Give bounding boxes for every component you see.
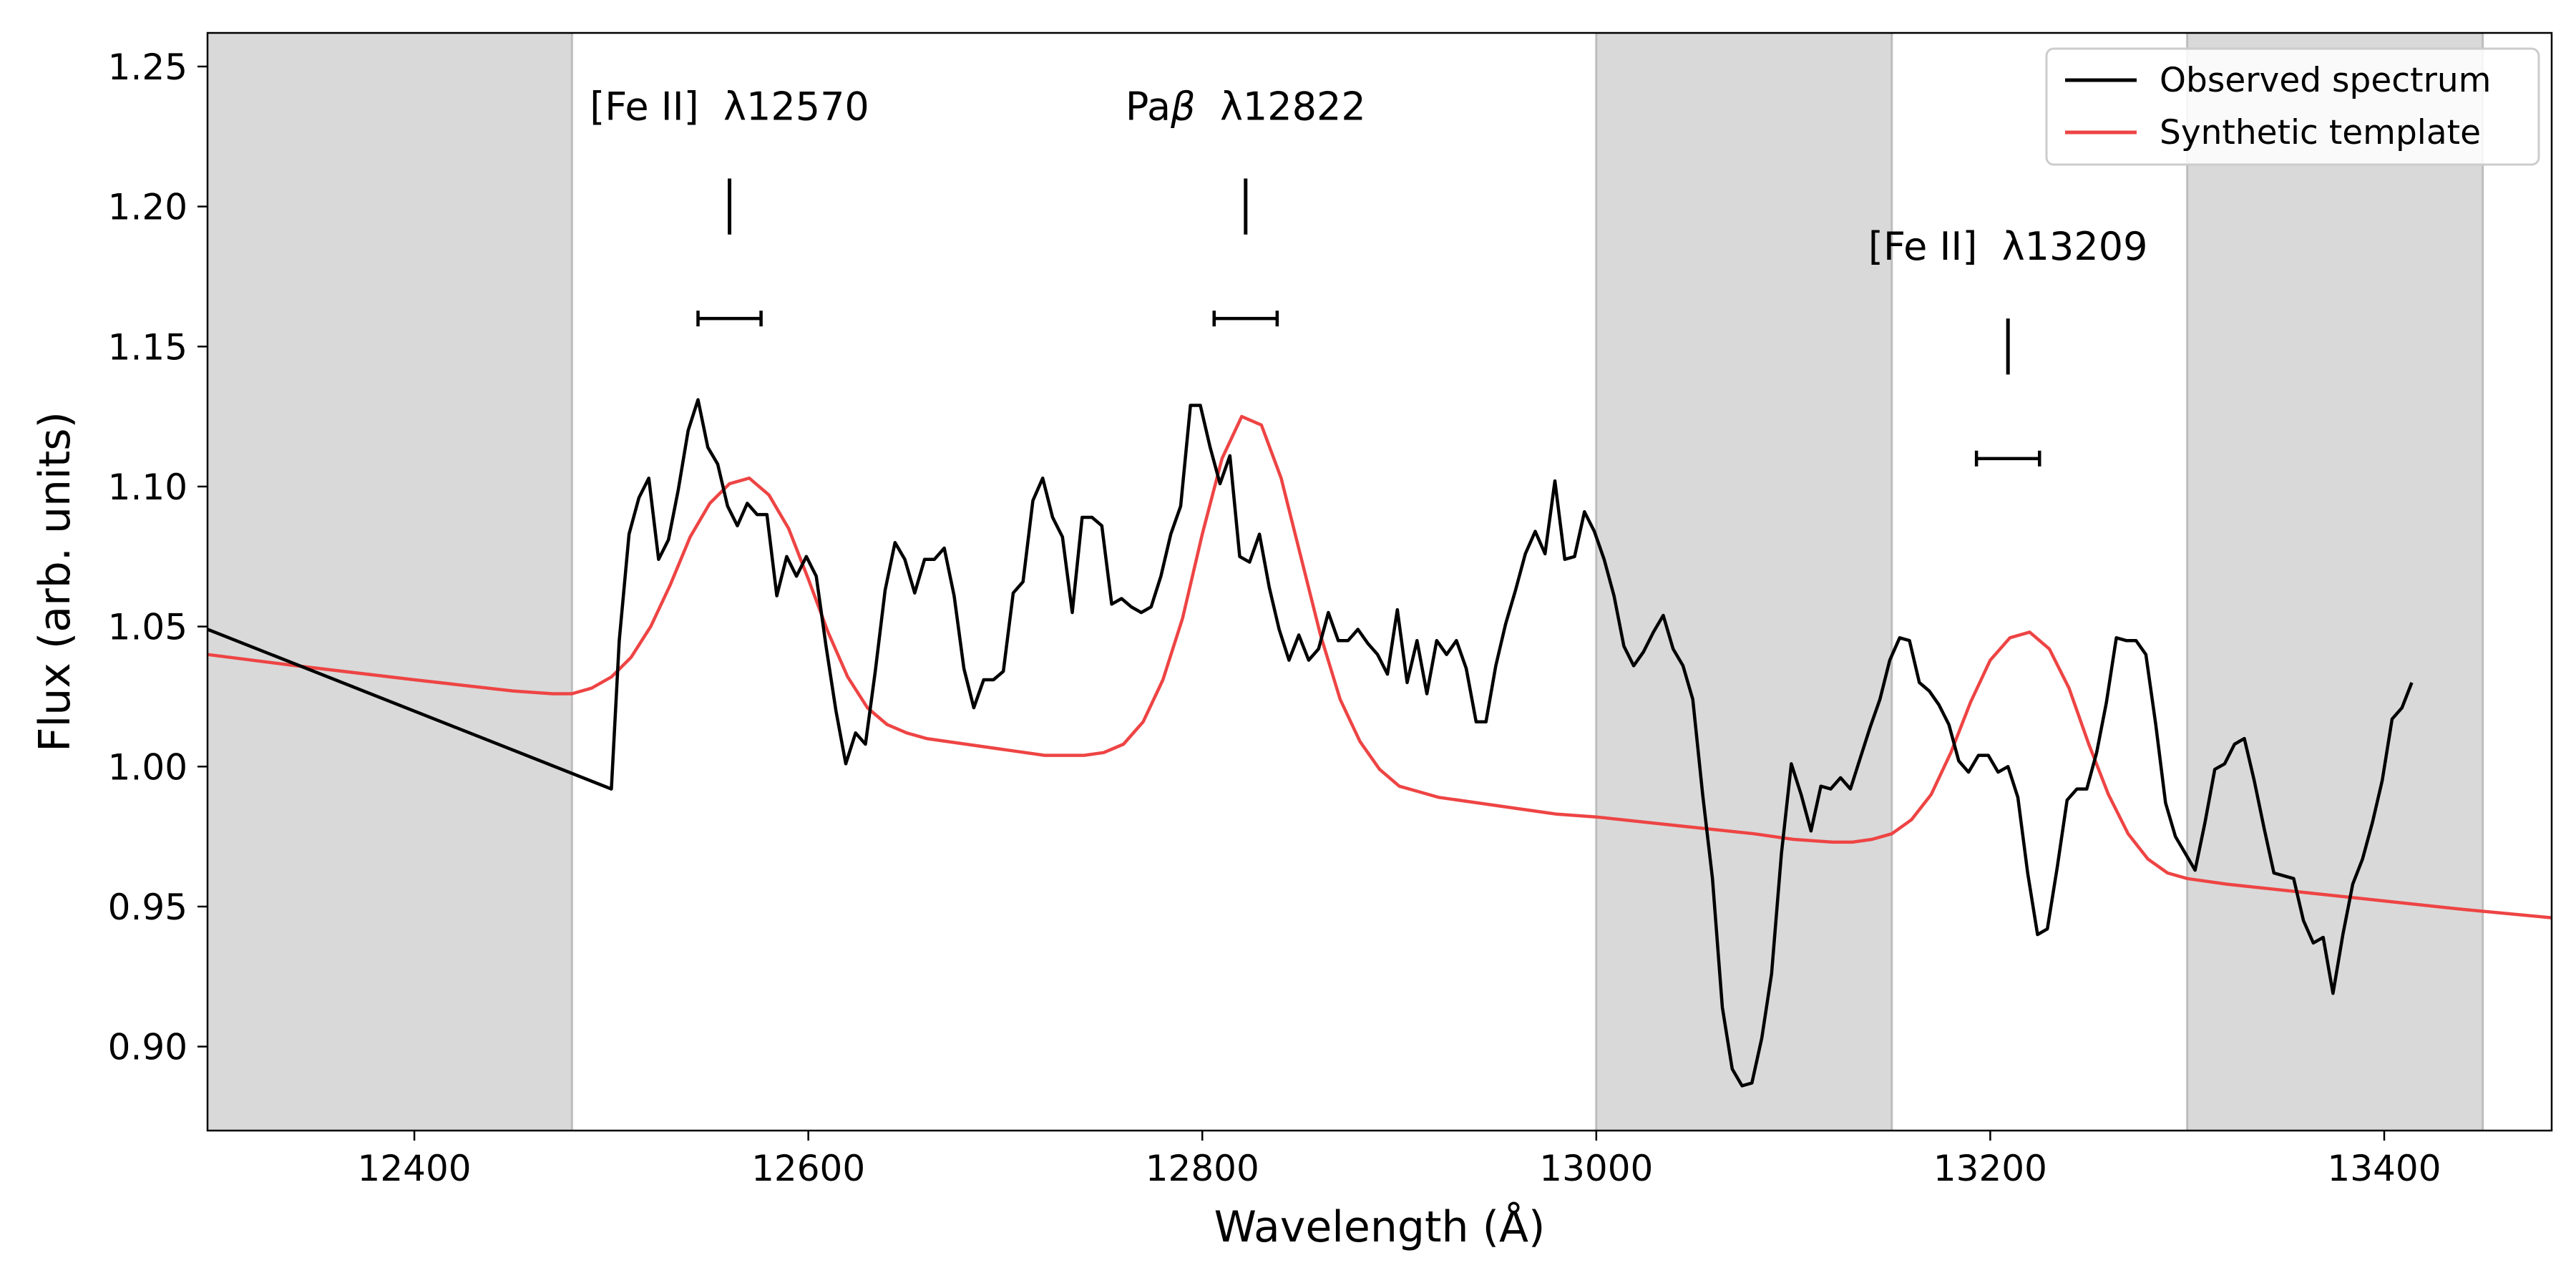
y-axis-title: Flux (arb. units) xyxy=(30,411,80,752)
y-tick-label-0.90: 0.90 xyxy=(108,1027,187,1068)
y-tick-label-1.20: 1.20 xyxy=(108,187,187,228)
x-tick-label-13400: 13400 xyxy=(2327,1148,2441,1189)
shaded-region-1 xyxy=(208,33,572,1131)
shaded-region-2 xyxy=(1596,33,1892,1131)
y-tick-label-1.05: 1.05 xyxy=(108,607,187,648)
annotation-3-label: [Fe II] λ13209 xyxy=(1868,224,2148,269)
legend-label-synthetic-template: Synthetic template xyxy=(2160,113,2481,152)
shaded-region-3 xyxy=(2187,33,2483,1131)
x-axis-title: Wavelength (Å) xyxy=(1214,1201,1546,1252)
legend-box xyxy=(2045,47,2540,166)
annotation-1-label: [Fe II] λ12570 xyxy=(590,84,869,129)
y-tick-label-1.00: 1.00 xyxy=(108,746,187,788)
x-axis-ticks: 12400 12600 12800 13000 13200 13400 xyxy=(358,1131,2441,1189)
x-tick-label-12800: 12800 xyxy=(1146,1148,1259,1189)
legend-label-observed-spectrum: Observed spectrum xyxy=(2160,61,2491,100)
y-axis-ticks: 0.90 0.95 1.00 1.05 1.10 1.15 1.20 1.25 xyxy=(108,47,208,1068)
shaded-regions xyxy=(208,33,2484,1131)
y-tick-label-1.15: 1.15 xyxy=(108,326,187,368)
annotation-2-label: Paβ λ12822 xyxy=(1126,84,1366,129)
y-tick-label-1.10: 1.10 xyxy=(108,467,187,508)
x-tick-label-12600: 12600 xyxy=(751,1148,865,1189)
y-tick-label-0.95: 0.95 xyxy=(108,887,187,928)
line-annotations: [Fe II] λ12570 Paβ λ12822 [Fe II] λ13209 xyxy=(590,84,2147,467)
x-tick-label-13200: 13200 xyxy=(1933,1148,2047,1189)
x-tick-label-13000: 13000 xyxy=(1539,1148,1653,1189)
legend: Observed spectrum Synthetic template xyxy=(2045,47,2540,166)
y-tick-label-1.25: 1.25 xyxy=(108,47,187,88)
observed-spectrum-line xyxy=(207,398,2414,1088)
x-tick-label-12400: 12400 xyxy=(358,1148,472,1189)
observed-spectrum-series xyxy=(207,398,2414,1088)
plot-frame xyxy=(206,31,2553,1132)
